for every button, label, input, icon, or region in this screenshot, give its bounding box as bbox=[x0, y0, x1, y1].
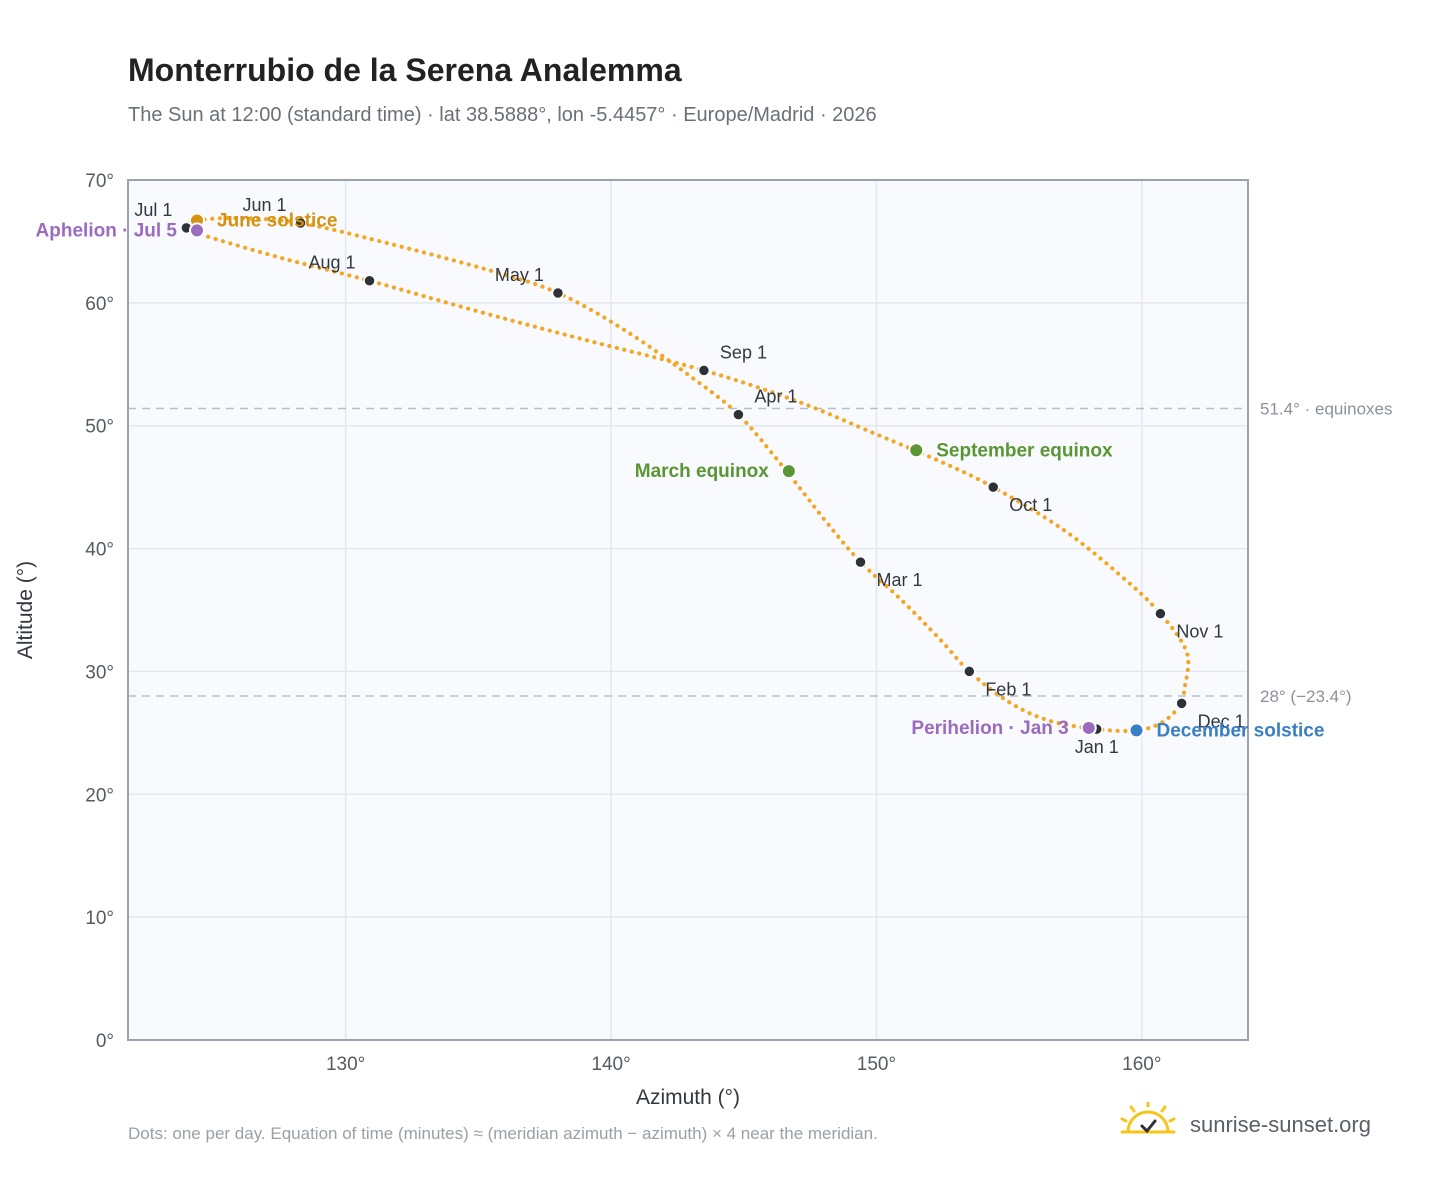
reference-line-label: 28° (−23.4°) bbox=[1260, 687, 1352, 706]
x-axis-label: Azimuth (°) bbox=[636, 1086, 740, 1109]
plot-area bbox=[128, 180, 1248, 1040]
month-label: Jul 1 bbox=[134, 200, 172, 220]
event-label: March equinox bbox=[635, 461, 770, 482]
reference-line-label: 51.4° · equinoxes bbox=[1260, 400, 1393, 419]
x-tick-label: 140° bbox=[591, 1054, 630, 1075]
event-point bbox=[1128, 722, 1145, 739]
event-point bbox=[908, 442, 925, 459]
event-point bbox=[780, 463, 797, 480]
sun-logo-icon bbox=[1120, 1102, 1176, 1134]
event-label: Aphelion · Jul 5 bbox=[36, 220, 178, 241]
y-tick-label: 20° bbox=[85, 785, 114, 806]
month-label: Jan 1 bbox=[1075, 737, 1119, 757]
event-label: June solstice bbox=[217, 211, 337, 232]
event-point bbox=[189, 222, 206, 239]
x-tick-label: 130° bbox=[326, 1054, 365, 1075]
y-tick-label: 0° bbox=[96, 1031, 114, 1052]
y-tick-label: 40° bbox=[85, 540, 114, 561]
brand-name: sunrise-sunset.org bbox=[1190, 1112, 1371, 1137]
month-label: Jun 1 bbox=[242, 195, 286, 215]
y-tick-label: 10° bbox=[85, 908, 114, 929]
month-point bbox=[963, 665, 976, 678]
footnote: Dots: one per day. Equation of time (min… bbox=[128, 1124, 878, 1143]
month-point bbox=[697, 364, 711, 377]
month-label: Aug 1 bbox=[308, 253, 355, 273]
month-label: Mar 1 bbox=[877, 570, 923, 590]
y-tick-label: 50° bbox=[85, 417, 114, 438]
month-label: Oct 1 bbox=[1009, 495, 1052, 515]
event-label: September equinox bbox=[936, 440, 1113, 461]
month-label: Dec 1 bbox=[1198, 711, 1245, 731]
y-tick-label: 70° bbox=[85, 171, 114, 192]
event-point bbox=[1080, 719, 1097, 736]
plot-frame bbox=[127, 179, 1249, 1041]
month-label: Sep 1 bbox=[720, 342, 767, 362]
event-label: Perihelion · Jan 3 bbox=[911, 718, 1068, 739]
month-label: Nov 1 bbox=[1176, 622, 1223, 642]
chart-subtitle: The Sun at 12:00 (standard time) · lat 3… bbox=[128, 104, 877, 126]
x-tick-label: 150° bbox=[857, 1054, 896, 1075]
month-label: May 1 bbox=[495, 265, 544, 285]
month-point bbox=[551, 286, 565, 300]
month-point bbox=[854, 555, 867, 569]
month-point bbox=[986, 480, 1000, 494]
y-axis-label: Altitude (°) bbox=[14, 561, 37, 659]
month-point bbox=[1154, 607, 1167, 620]
month-point bbox=[1175, 697, 1188, 710]
brand-logo[interactable]: sunrise-sunset.org bbox=[1120, 1102, 1420, 1148]
y-tick-label: 30° bbox=[85, 662, 114, 683]
month-label: Apr 1 bbox=[754, 387, 797, 407]
y-tick-label: 60° bbox=[85, 294, 114, 315]
event-label: December solstice bbox=[1157, 720, 1325, 741]
month-point bbox=[294, 216, 307, 230]
month-point bbox=[363, 274, 376, 287]
month-point bbox=[732, 408, 745, 421]
x-tick-label: 160° bbox=[1122, 1054, 1161, 1075]
month-label: Feb 1 bbox=[985, 679, 1031, 699]
chart-title: Monterrubio de la Serena Analemma bbox=[128, 52, 682, 88]
